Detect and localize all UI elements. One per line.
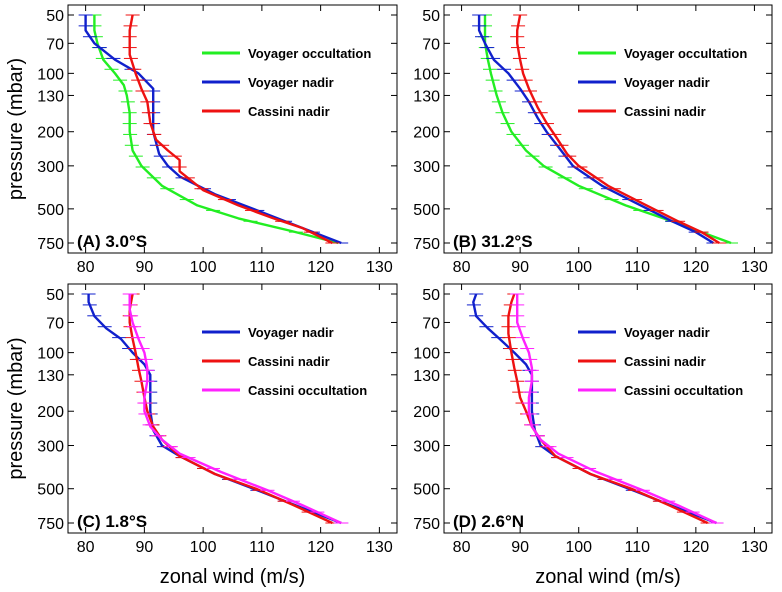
series-line bbox=[507, 293, 709, 525]
legend-label: Cassini occultation bbox=[624, 383, 743, 398]
y-tick-label: 300 bbox=[37, 159, 64, 176]
legend-label: Cassini nadir bbox=[248, 104, 330, 119]
y-tick-label: 130 bbox=[37, 368, 64, 385]
plot-frame bbox=[443, 4, 773, 254]
y-tick-label: 200 bbox=[413, 404, 440, 421]
x-tick-label: 110 bbox=[249, 259, 275, 276]
series-error-bars bbox=[122, 14, 340, 244]
y-tick-label: 300 bbox=[413, 439, 440, 456]
legend-label: Voyager nadir bbox=[248, 75, 334, 90]
x-tick-label: 110 bbox=[625, 539, 651, 556]
y-tick-label: 500 bbox=[413, 202, 440, 219]
x-axis-title: zonal wind (m/s) bbox=[535, 566, 681, 588]
panel-label: (C) 1.8°S bbox=[77, 512, 147, 531]
y-tick-label: 100 bbox=[413, 66, 440, 83]
y-tick-label: 500 bbox=[37, 482, 64, 499]
plot-frame bbox=[67, 283, 398, 534]
series-error-bars bbox=[510, 14, 727, 244]
x-tick-label: 120 bbox=[307, 539, 334, 556]
legend-label: Cassini nadir bbox=[624, 104, 706, 119]
y-tick-label: 500 bbox=[37, 202, 64, 219]
y-axis-title: pressure (mbar) bbox=[5, 337, 27, 479]
y-tick-label: 200 bbox=[413, 125, 440, 142]
y-tick-label: 750 bbox=[37, 236, 64, 253]
legend-label: Voyager nadir bbox=[248, 325, 334, 340]
series-line bbox=[516, 14, 720, 245]
panel-a: 80 90 100 110 120 130 50 70 100 130 200 300 500 750 Vo… bbox=[5, 4, 398, 276]
y-tick-label: 130 bbox=[37, 88, 64, 105]
y-tick-label: 70 bbox=[46, 315, 64, 332]
x-tick-label: 100 bbox=[190, 259, 217, 276]
y-tick-label: 300 bbox=[413, 159, 440, 176]
series-line bbox=[93, 15, 339, 245]
x-tick-label: 80 bbox=[77, 539, 95, 556]
y-tick-label: 100 bbox=[37, 346, 64, 363]
y-tick-label: 750 bbox=[37, 516, 64, 533]
series-line bbox=[128, 294, 342, 525]
panel-label: (A) 3.0°S bbox=[77, 232, 147, 251]
legend-label: Voyager nadir bbox=[624, 325, 710, 340]
legend-label: Voyager occultation bbox=[624, 46, 747, 61]
x-tick-label: 90 bbox=[135, 259, 153, 276]
y-tick-label: 200 bbox=[37, 125, 64, 142]
panel-b: 80 90 100 110 120 130 50 70 100 130 200 300 500 750 Vo… bbox=[413, 4, 773, 276]
x-tick-label: 100 bbox=[565, 259, 592, 276]
x-tick-label: 120 bbox=[307, 259, 334, 276]
plot-frame bbox=[443, 283, 773, 534]
y-tick-label: 50 bbox=[46, 8, 64, 25]
x-tick-label: 90 bbox=[511, 539, 529, 556]
legend-label: Cassini nadir bbox=[248, 354, 330, 369]
series-line bbox=[483, 15, 732, 245]
panel-c: 80 90 100 110 120 130 50 70 100 130 200 300 500 750 Vo… bbox=[5, 283, 398, 588]
y-tick-label: 130 bbox=[413, 368, 440, 385]
y-tick-label: 500 bbox=[413, 482, 440, 499]
x-axis-title: zonal wind (m/s) bbox=[160, 566, 306, 588]
x-tick-label: 110 bbox=[625, 259, 651, 276]
x-tick-label: 80 bbox=[77, 259, 95, 276]
series-line bbox=[477, 15, 715, 245]
y-tick-label: 50 bbox=[422, 287, 440, 304]
x-tick-label: 130 bbox=[366, 539, 393, 556]
x-tick-label: 130 bbox=[741, 539, 768, 556]
panel-label: (B) 31.2°S bbox=[453, 232, 533, 251]
legend-label: Cassini nadir bbox=[624, 354, 706, 369]
x-tick-label: 120 bbox=[683, 259, 710, 276]
x-tick-label: 90 bbox=[511, 259, 529, 276]
y-tick-label: 50 bbox=[46, 287, 64, 304]
series-line bbox=[516, 294, 717, 525]
panel-label: (D) 2.6°N bbox=[453, 512, 524, 531]
legend-label: Voyager nadir bbox=[624, 75, 710, 90]
x-tick-label: 100 bbox=[190, 539, 217, 556]
series-line bbox=[128, 293, 333, 525]
y-tick-label: 130 bbox=[413, 88, 440, 105]
legend-label: Voyager occultation bbox=[248, 46, 371, 61]
y-tick-label: 100 bbox=[37, 66, 64, 83]
x-tick-label: 130 bbox=[741, 259, 768, 276]
plot-frame bbox=[67, 4, 398, 254]
panel-d: 80 90 100 110 120 130 50 70 100 130 200 300 500 750 Vo… bbox=[413, 283, 773, 588]
x-tick-label: 80 bbox=[453, 259, 471, 276]
y-tick-label: 300 bbox=[37, 439, 64, 456]
y-tick-label: 70 bbox=[422, 315, 440, 332]
y-tick-label: 750 bbox=[413, 236, 440, 253]
x-tick-label: 100 bbox=[565, 539, 592, 556]
y-tick-label: 70 bbox=[46, 36, 64, 53]
legend-label: Cassini occultation bbox=[248, 383, 367, 398]
x-tick-label: 110 bbox=[249, 539, 275, 556]
x-tick-label: 90 bbox=[135, 539, 153, 556]
series-error-bars bbox=[510, 293, 724, 524]
x-tick-label: 130 bbox=[366, 259, 393, 276]
x-tick-label: 80 bbox=[453, 539, 471, 556]
series-error-bars bbox=[122, 293, 349, 524]
y-tick-label: 50 bbox=[422, 8, 440, 25]
y-tick-label: 100 bbox=[413, 346, 440, 363]
y-tick-label: 70 bbox=[422, 36, 440, 53]
x-tick-label: 120 bbox=[683, 539, 710, 556]
y-tick-label: 750 bbox=[413, 516, 440, 533]
y-tick-label: 200 bbox=[37, 404, 64, 421]
y-axis-title: pressure (mbar) bbox=[5, 58, 27, 200]
